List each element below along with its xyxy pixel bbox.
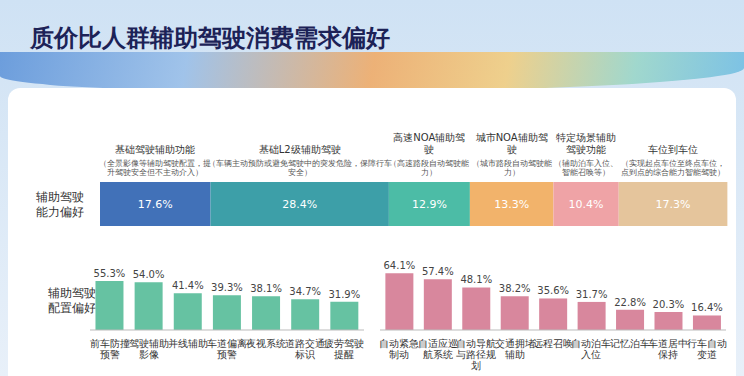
- svg-text:20.3%: 20.3%: [653, 299, 685, 310]
- svg-text:54.0%: 54.0%: [133, 269, 165, 280]
- svg-text:车道居中: 车道居中: [648, 338, 688, 349]
- svg-text:升驾驶安全但不主动介入）: 升驾驶安全但不主动介入）: [107, 168, 203, 177]
- svg-text:智能召唤等）: 智能召唤等）: [562, 168, 610, 177]
- svg-text:记忆泊车: 记忆泊车: [610, 338, 650, 349]
- svg-text:远程召唤: 远程召唤: [533, 338, 573, 349]
- svg-text:行车自动: 行车自动: [687, 338, 727, 349]
- svg-text:（实现起点车位至终点车位，: （实现起点车位至终点车位，: [621, 159, 725, 168]
- html-text:辅助驾驶: 辅助驾驶: [48, 286, 96, 300]
- svg-text:13.3%: 13.3%: [494, 198, 529, 211]
- svg-text:（辅助泊车入位、: （辅助泊车入位、: [554, 159, 618, 168]
- svg-text:自动导航: 自动导航: [456, 338, 496, 349]
- svg-text:道路交通: 道路交通: [285, 338, 325, 349]
- svg-text:自动紧急: 自动紧急: [379, 338, 419, 349]
- svg-text:（城市路段自动驾驶能: （城市路段自动驾驶能: [472, 159, 552, 168]
- svg-text:变道: 变道: [697, 349, 717, 360]
- svg-text:34.7%: 34.7%: [289, 286, 321, 297]
- svg-text:64.1%: 64.1%: [383, 260, 415, 271]
- svg-text:能力偏好: 能力偏好: [36, 205, 84, 219]
- svg-text:自适应巡: 自适应巡: [418, 338, 458, 349]
- svg-text:（高速路段自动驾驶能: （高速路段自动驾驶能: [389, 159, 469, 168]
- svg-text:基础驾驶辅助功能: 基础驾驶辅助功能: [115, 144, 195, 155]
- svg-text:安全）: 安全）: [288, 168, 312, 177]
- svg-text:（车辆主动预防或避免驾驶中的突发危险，保障行车: （车辆主动预防或避免驾驶中的突发危险，保障行车: [208, 159, 392, 168]
- html-text:配置偏好: 配置偏好: [48, 301, 96, 315]
- svg-text:辅助驾驶: 辅助驾驶: [36, 190, 84, 204]
- svg-text:标识: 标识: [294, 349, 315, 360]
- svg-text:（全景影像等辅助驾驶配置，提: （全景影像等辅助驾驶配置，提: [99, 159, 211, 168]
- svg-text:基础L2级辅助驾驶: 基础L2级辅助驾驶: [259, 144, 341, 155]
- svg-text:39.3%: 39.3%: [211, 282, 243, 293]
- svg-text:驶: 驶: [424, 144, 434, 155]
- svg-text:疲劳驾驶: 疲劳驾驶: [324, 338, 364, 349]
- svg-text:31.7%: 31.7%: [576, 289, 608, 300]
- svg-text:夜视系统: 夜视系统: [246, 338, 286, 349]
- svg-text:38.1%: 38.1%: [250, 283, 282, 294]
- svg-text:点到点的综合能力智能驾驶）: 点到点的综合能力智能驾驶）: [621, 168, 725, 177]
- svg-text:并线辅助: 并线辅助: [168, 338, 208, 349]
- svg-text:12.9%: 12.9%: [412, 198, 447, 211]
- svg-text:16.4%: 16.4%: [691, 302, 723, 313]
- svg-text:驾驶功能: 驾驶功能: [566, 144, 606, 155]
- svg-text:制动: 制动: [389, 349, 409, 360]
- svg-text:交通拥堵: 交通拥堵: [495, 338, 535, 349]
- svg-text:驾驶辅助: 驾驶辅助: [129, 338, 169, 349]
- svg-text:28.4%: 28.4%: [282, 198, 317, 211]
- svg-text:入位: 入位: [581, 349, 601, 360]
- svg-text:预警: 预警: [217, 349, 237, 360]
- svg-text:55.3%: 55.3%: [94, 268, 126, 279]
- svg-text:特定场景辅助: 特定场景辅助: [556, 132, 616, 143]
- svg-text:车位到车位: 车位到车位: [648, 144, 698, 155]
- svg-text:38.2%: 38.2%: [499, 283, 531, 294]
- svg-text:划: 划: [471, 360, 481, 371]
- svg-text:17.3%: 17.3%: [656, 198, 691, 211]
- svg-text:41.4%: 41.4%: [172, 280, 204, 291]
- svg-text:辅助: 辅助: [505, 349, 525, 360]
- svg-text:57.4%: 57.4%: [422, 266, 454, 277]
- svg-text:力）: 力）: [504, 168, 520, 177]
- svg-text:高速NOA辅助驾: 高速NOA辅助驾: [393, 132, 465, 143]
- svg-text:31.9%: 31.9%: [328, 289, 360, 300]
- svg-text:航系统: 航系统: [423, 349, 453, 360]
- svg-text:驶: 驶: [507, 144, 517, 155]
- svg-text:22.8%: 22.8%: [614, 297, 646, 308]
- svg-text:提醒: 提醒: [334, 349, 354, 360]
- svg-text:预警: 预警: [100, 349, 120, 360]
- svg-text:车道偏离: 车道偏离: [207, 338, 247, 349]
- svg-text:自动泊车: 自动泊车: [571, 338, 611, 349]
- svg-text:17.6%: 17.6%: [138, 198, 173, 211]
- svg-text:影像: 影像: [139, 349, 159, 360]
- svg-text:城市NOA辅助驾: 城市NOA辅助驾: [475, 132, 548, 143]
- svg-text:前车防撞: 前车防撞: [90, 338, 130, 349]
- svg-text:力）: 力）: [421, 168, 437, 177]
- svg-text:35.6%: 35.6%: [537, 285, 569, 296]
- svg-text:与路径规: 与路径规: [456, 349, 496, 360]
- svg-text:48.1%: 48.1%: [460, 274, 492, 285]
- svg-text:保持: 保持: [658, 349, 678, 360]
- html-text:质价比人群辅助驾驶消费需求偏好: 质价比人群辅助驾驶消费需求偏好: [30, 24, 390, 52]
- svg-text:10.4%: 10.4%: [569, 198, 604, 211]
